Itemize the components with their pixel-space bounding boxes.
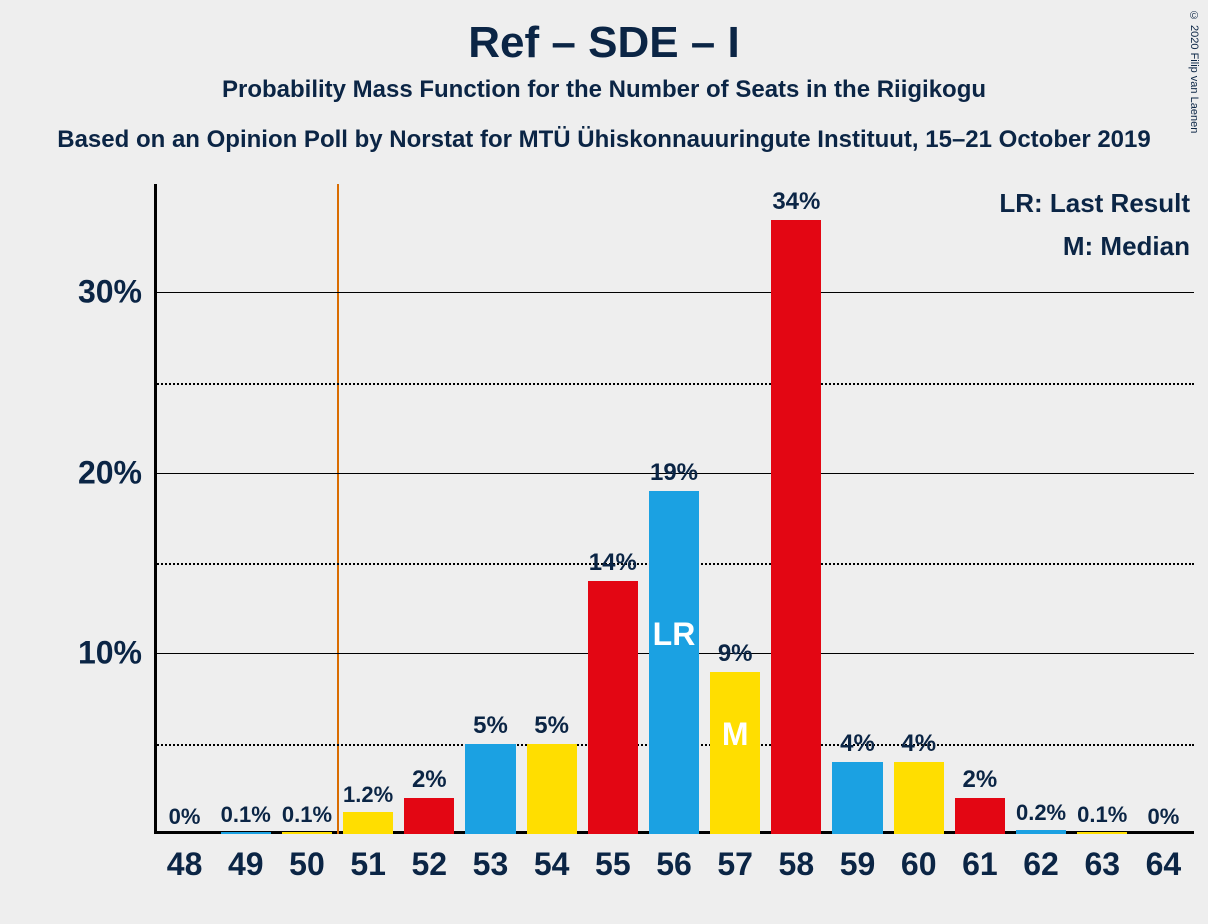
bar-value-label: 0.2%	[1016, 800, 1066, 826]
legend: LR: Last Result M: Median	[999, 188, 1190, 262]
gridline-major	[154, 292, 1194, 293]
gridline-minor	[154, 383, 1194, 385]
bar-value-label: 9%	[718, 640, 753, 668]
x-tick-label: 62	[1023, 834, 1059, 883]
x-tick-label: 55	[595, 834, 631, 883]
bar-value-label: 2%	[412, 766, 447, 794]
y-tick-label: 30%	[78, 274, 154, 311]
bar-value-label: 0.1%	[1077, 802, 1127, 828]
x-tick-label: 58	[779, 834, 815, 883]
bar-value-label: 5%	[534, 712, 569, 740]
x-tick-label: 50	[289, 834, 325, 883]
bar	[771, 220, 821, 834]
bar	[710, 672, 760, 835]
x-tick-label: 48	[167, 834, 203, 883]
bar-inner-label: M	[722, 716, 749, 753]
bar-value-label: 34%	[772, 188, 820, 216]
bar	[1016, 830, 1066, 834]
bar-value-label: 19%	[650, 459, 698, 487]
bar	[588, 581, 638, 834]
bar-value-label: 4%	[901, 730, 936, 758]
bar-value-label: 0%	[169, 804, 201, 830]
bar	[894, 762, 944, 834]
legend-line: M: Median	[999, 231, 1190, 262]
bar	[1077, 832, 1127, 834]
x-tick-label: 49	[228, 834, 264, 883]
x-tick-label: 61	[962, 834, 998, 883]
chart-subtitle-2: Based on an Opinion Poll by Norstat for …	[0, 126, 1208, 154]
bar	[832, 762, 882, 834]
bar-value-label: 0%	[1148, 804, 1180, 830]
bar	[282, 832, 332, 834]
x-tick-label: 51	[350, 834, 386, 883]
legend-line: LR: Last Result	[999, 188, 1190, 219]
bar-value-label: 14%	[589, 549, 637, 577]
bar-value-label: 1.2%	[343, 782, 393, 808]
bar-value-label: 0.1%	[221, 802, 271, 828]
y-tick-label: 10%	[78, 635, 154, 672]
x-tick-label: 57	[717, 834, 753, 883]
x-tick-label: 64	[1146, 834, 1182, 883]
y-axis	[154, 184, 157, 834]
bar	[527, 744, 577, 834]
x-tick-label: 63	[1084, 834, 1120, 883]
chart-title: Ref – SDE – I	[0, 0, 1208, 68]
chart-subtitle-1: Probability Mass Function for the Number…	[0, 76, 1208, 104]
plot-area: LR: Last ResultM: Median 10%20%30%484950…	[154, 184, 1194, 834]
bar-value-label: 2%	[963, 766, 998, 794]
y-tick-label: 20%	[78, 454, 154, 491]
x-tick-label: 59	[840, 834, 876, 883]
bar-value-label: 4%	[840, 730, 875, 758]
bar-inner-label: LR	[653, 616, 696, 653]
bar-value-label: 0.1%	[282, 802, 332, 828]
bar	[343, 812, 393, 834]
copyright-text: © 2020 Filip van Laenen	[1188, 10, 1200, 133]
x-tick-label: 52	[411, 834, 447, 883]
chart-container: LR: Last Result M: Median 10% 20% 30% 48 49 50…	[0, 168, 1208, 924]
lr-marker-line	[337, 184, 339, 834]
x-tick-label: 56	[656, 834, 692, 883]
bar	[649, 491, 699, 834]
x-tick-label: 53	[473, 834, 509, 883]
x-tick-label: 54	[534, 834, 570, 883]
bar-value-label: 5%	[473, 712, 508, 740]
bar	[465, 744, 515, 834]
x-tick-label: 60	[901, 834, 937, 883]
bar	[221, 832, 271, 834]
bar	[955, 798, 1005, 834]
bar	[404, 798, 454, 834]
